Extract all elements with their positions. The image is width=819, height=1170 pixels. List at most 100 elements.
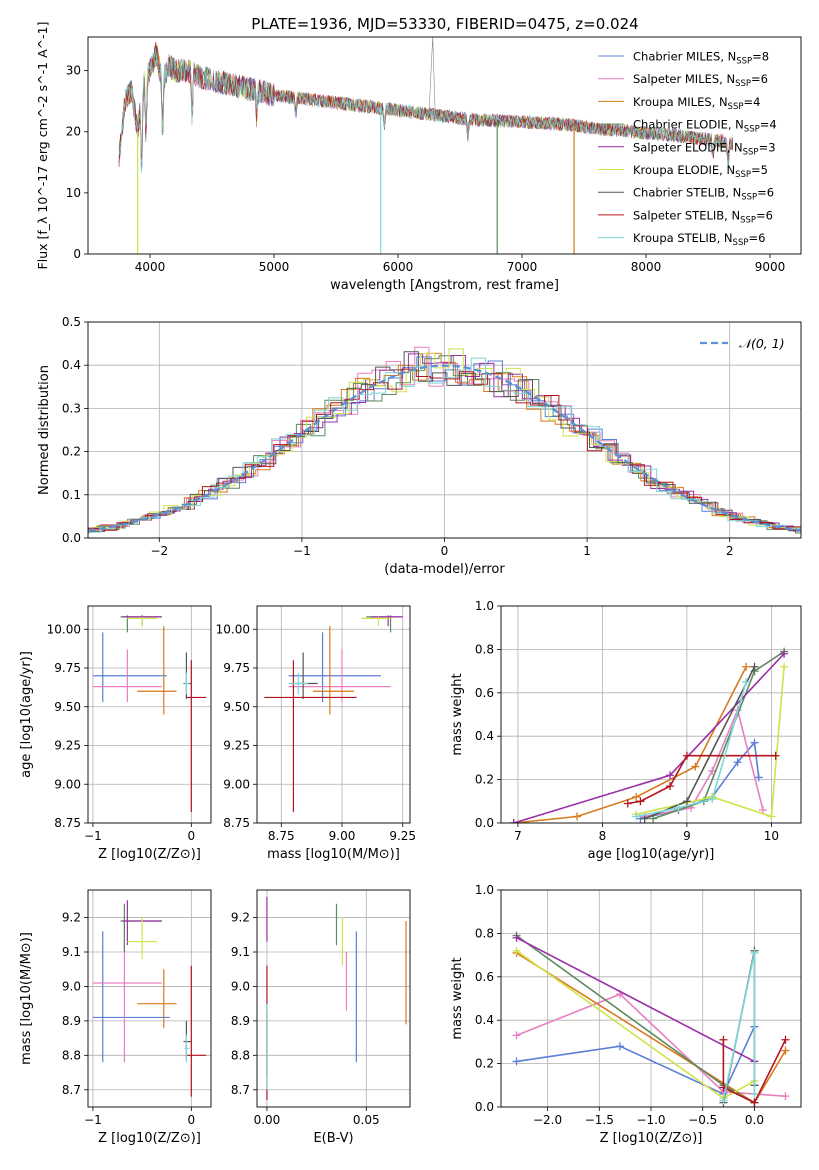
x-tick-label: 10 — [764, 829, 779, 843]
data-layer — [509, 647, 789, 823]
x-tick-label: −1.0 — [636, 1113, 665, 1127]
y-tick-label: 8.75 — [54, 816, 81, 830]
weight-marker — [512, 1057, 521, 1066]
panel-age-vs-z: −1 0 8.75 9.00 9.25 9.50 9.75 10.00 Z [log10(Z/Z… — [19, 605, 212, 862]
point-8 — [264, 660, 357, 813]
weight-marker — [767, 812, 776, 821]
y-tick-label: 9.00 — [54, 777, 81, 791]
y-tick-label: 8.75 — [223, 816, 250, 830]
x-tick-label: 4000 — [135, 260, 166, 274]
weight-marker — [632, 792, 641, 801]
y-tick-label: 1.0 — [475, 599, 494, 613]
panel-spectrum: 4000 5000 6000 7000 8000 9000 0 10 20 30 wavelengt… — [35, 22, 802, 293]
weight-line-9 — [636, 681, 747, 818]
normal-curve — [88, 364, 801, 532]
x-tick-label: 0 — [187, 1113, 195, 1127]
y-tick-label: 0.0 — [62, 531, 81, 545]
weight-marker — [750, 1089, 759, 1098]
point-7 — [183, 1020, 192, 1059]
weight-marker — [719, 1035, 728, 1044]
weight-marker — [758, 805, 767, 814]
weight-marker — [754, 773, 763, 782]
y-tick-label: 0.4 — [475, 1013, 494, 1027]
x-axis-label: wavelength [Angstrom, rest frame] — [330, 278, 559, 293]
weight-marker — [666, 782, 675, 791]
y-tick-label: 0.5 — [62, 315, 81, 329]
axes-frame — [87, 605, 212, 824]
weight-marker — [708, 795, 717, 804]
weight-line-1 — [516, 1026, 756, 1096]
point-7 — [183, 652, 192, 699]
weight-line-1 — [640, 740, 760, 820]
axes-frame — [256, 889, 411, 1108]
x-tick-label: 7000 — [507, 260, 538, 274]
weight-marker — [750, 738, 759, 747]
point-9 — [288, 672, 308, 695]
x-axis-label: (data-model)/error — [384, 562, 505, 577]
weight-marker — [682, 797, 691, 806]
point-6 — [361, 616, 391, 627]
weight-marker — [573, 812, 582, 821]
y-tick-label: 0.8 — [475, 926, 494, 940]
weight-marker — [512, 946, 521, 955]
weight-marker — [733, 758, 742, 767]
legend-label-8: Salpeter STELIB, NSSP=6 — [633, 208, 773, 225]
point-8 — [186, 660, 207, 813]
weight-marker — [674, 803, 683, 812]
legend: Chabrier MILES, NSSP=8 Salpeter MILES, NS… — [598, 50, 777, 248]
y-tick-label: 0.8 — [475, 642, 494, 656]
grid — [501, 605, 801, 824]
x-tick-label: −0.5 — [688, 1113, 717, 1127]
panel-mass-vs-ebv: 0.00 0.05 8.7 8.8 8.9 9.0 9.1 9.2 E(B-V) — [231, 889, 411, 1146]
data-layer — [118, 37, 734, 254]
x-axis-label: E(B-V) — [313, 1131, 353, 1146]
weight-marker — [636, 797, 645, 806]
weight-marker — [615, 1042, 624, 1051]
x-tick-label: −1.5 — [585, 1113, 614, 1127]
x-tick-label: 9000 — [755, 260, 786, 274]
y-tick-label: 8.9 — [231, 1014, 250, 1028]
point-6 — [127, 917, 157, 959]
x-tick-label: 8.75 — [268, 829, 295, 843]
y-tick-label: 8.8 — [62, 1048, 81, 1062]
x-tick-label: 9.25 — [389, 829, 416, 843]
weight-marker — [781, 1035, 790, 1044]
y-tick-label: 20 — [66, 125, 81, 139]
y-axis-label: mass [log10(M/M⊙)] — [19, 932, 34, 1065]
weight-marker — [742, 677, 751, 686]
point-3 — [137, 626, 177, 715]
axes-frame — [87, 889, 212, 1108]
x-tick-label: 8 — [599, 829, 607, 843]
y-tick-label: 0.2 — [475, 773, 494, 787]
x-tick-label: 1 — [583, 544, 591, 558]
weight-line-9 — [722, 952, 756, 1101]
x-axis-label: mass [log10(M/M⊙)] — [267, 847, 400, 862]
weight-line-4 — [652, 650, 785, 820]
weight-marker — [512, 933, 521, 942]
y-tick-label: 1.0 — [475, 883, 494, 897]
weight-marker — [682, 751, 691, 760]
y-tick-label: 8.8 — [231, 1048, 250, 1062]
weight-line-5 — [516, 936, 755, 1063]
y-tick-label: 9.1 — [231, 945, 250, 959]
x-tick-label: 9 — [683, 829, 691, 843]
axes-frame — [500, 605, 802, 824]
x-tick-label: 5000 — [259, 260, 290, 274]
weight-marker — [771, 751, 780, 760]
grid — [88, 606, 211, 824]
x-axis-label: age [log10(age/yr)] — [588, 847, 715, 862]
y-tick-label: 9.50 — [223, 700, 250, 714]
weight-line-8 — [722, 1039, 787, 1104]
y-tick-label: 9.75 — [223, 661, 250, 675]
weight-marker — [750, 662, 759, 671]
y-axis-label: Flux [f_λ 10^-17 erg cm^-2 s^-1 A^-1] — [35, 22, 50, 270]
data-layer — [266, 896, 407, 1101]
x-tick-label: −1 — [84, 829, 102, 843]
grid — [501, 889, 801, 1108]
weight-marker — [780, 649, 789, 658]
y-tick-label: 8.7 — [62, 1083, 81, 1097]
panel-weight-vs-age: 7 8 9 10 0.0 0.2 0.4 0.6 0.8 1.0 age [log10(age/yr… — [450, 599, 802, 862]
x-tick-label: 9.00 — [329, 829, 356, 843]
histogram-9 — [88, 357, 801, 533]
